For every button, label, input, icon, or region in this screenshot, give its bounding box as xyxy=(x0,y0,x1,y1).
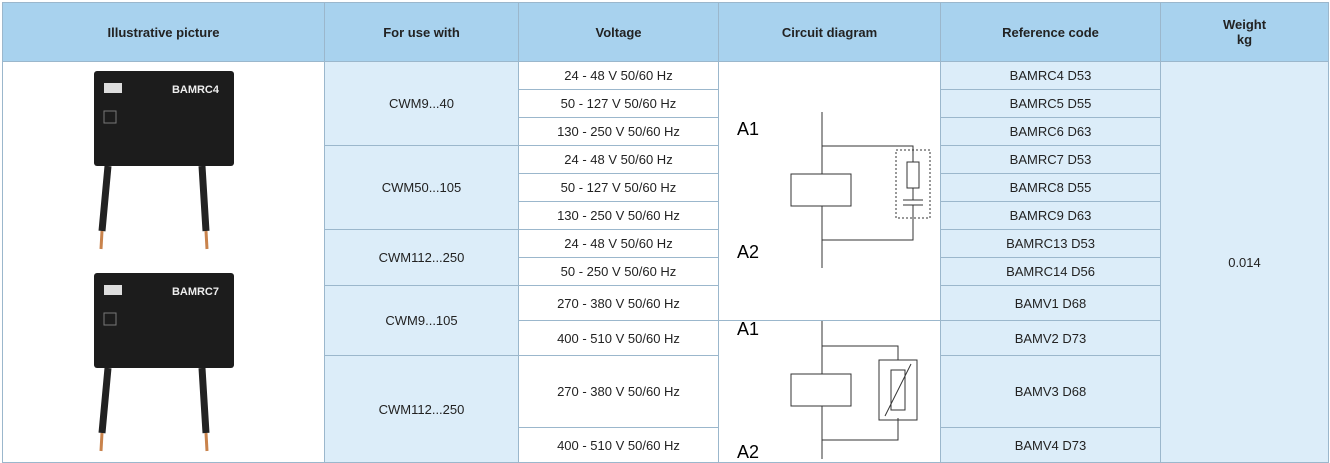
reference-cell: BAMRC6 D63 xyxy=(941,118,1161,146)
reference-cell: BAMRC7 D53 xyxy=(941,146,1161,174)
voltage-cell: 400 - 510 V 50/60 Hz xyxy=(519,428,719,463)
for-use-with-cell: CWM112...250 xyxy=(325,356,519,463)
for-use-with-cell: CWM50...105 xyxy=(325,146,519,230)
reference-cell: BAMRC8 D55 xyxy=(941,174,1161,202)
picture-cell: BAMRC4 BAMRC7 xyxy=(3,62,325,463)
terminal-label: A2 xyxy=(737,442,759,459)
logo xyxy=(104,285,122,295)
header-text: Circuit diagram xyxy=(719,25,940,40)
header-text: For use with xyxy=(325,25,518,40)
voltage-cell: 24 - 48 V 50/60 Hz xyxy=(519,146,719,174)
voltage-cell: 50 - 250 V 50/60 Hz xyxy=(519,258,719,286)
header-text: Voltage xyxy=(519,25,718,40)
diagram-cell: A1 A2 xyxy=(719,62,941,321)
diagram-cell: A1 A2 xyxy=(719,321,941,463)
column-header: Voltage xyxy=(519,3,719,62)
product-legs xyxy=(102,368,206,433)
terminal-label: A2 xyxy=(737,242,759,262)
product-label: BAMRC7 xyxy=(171,286,218,298)
reference-cell: BAMRC14 D56 xyxy=(941,258,1161,286)
circuit-diagram: A1 A2 xyxy=(719,321,941,459)
header-text: Illustrative picture xyxy=(3,25,324,40)
column-header: Reference code xyxy=(941,3,1161,62)
column-header: Circuit diagram xyxy=(719,3,941,62)
voltage-cell: 50 - 127 V 50/60 Hz xyxy=(519,90,719,118)
product-picture: BAMRC7 xyxy=(84,273,244,453)
voltage-cell: 130 - 250 V 50/60 Hz xyxy=(519,202,719,230)
reference-cell: BAMV3 D68 xyxy=(941,356,1161,428)
for-use-with-cell: CWM9...105 xyxy=(325,286,519,356)
coil xyxy=(791,174,851,206)
product-picture: BAMRC4 xyxy=(84,71,244,251)
wire-ends xyxy=(101,231,207,249)
header-text: Weight xyxy=(1161,17,1328,32)
product-label: BAMRC4 xyxy=(171,84,219,96)
reference-cell: BAMRC13 D53 xyxy=(941,230,1161,258)
column-header: Illustrative picture xyxy=(3,3,325,62)
reference-cell: BAMRC9 D63 xyxy=(941,202,1161,230)
header-text: Reference code xyxy=(941,25,1160,40)
column-header: For use with xyxy=(325,3,519,62)
reference-cell: BAMV1 D68 xyxy=(941,286,1161,321)
voltage-cell: 24 - 48 V 50/60 Hz xyxy=(519,62,719,90)
reference-cell: BAMV2 D73 xyxy=(941,321,1161,356)
reference-cell: BAMRC4 D53 xyxy=(941,62,1161,90)
varistor-slash xyxy=(885,364,911,416)
product-legs xyxy=(102,166,206,231)
reference-cell: BAMV4 D73 xyxy=(941,428,1161,463)
header-unit: kg xyxy=(1161,32,1328,47)
voltage-cell: 270 - 380 V 50/60 Hz xyxy=(519,286,719,321)
voltage-cell: 50 - 127 V 50/60 Hz xyxy=(519,174,719,202)
circuit-diagram: A1 A2 xyxy=(719,65,941,315)
reference-cell: BAMRC5 D55 xyxy=(941,90,1161,118)
voltage-cell: 130 - 250 V 50/60 Hz xyxy=(519,118,719,146)
voltage-cell: 24 - 48 V 50/60 Hz xyxy=(519,230,719,258)
for-use-with-cell: CWM9...40 xyxy=(325,62,519,146)
resistor xyxy=(907,162,919,188)
terminal-label: A1 xyxy=(737,321,759,339)
for-use-with-cell: CWM112...250 xyxy=(325,230,519,286)
capacitor xyxy=(903,150,923,218)
coil xyxy=(791,374,851,406)
logo xyxy=(104,83,122,93)
wire-ends xyxy=(101,433,207,451)
voltage-cell: 270 - 380 V 50/60 Hz xyxy=(519,356,719,428)
voltage-cell: 400 - 510 V 50/60 Hz xyxy=(519,321,719,356)
terminal-label: A1 xyxy=(737,119,759,139)
weight-cell: 0.014 xyxy=(1161,62,1329,463)
product-table: Illustrative pictureFor use withVoltageC… xyxy=(2,2,1329,463)
